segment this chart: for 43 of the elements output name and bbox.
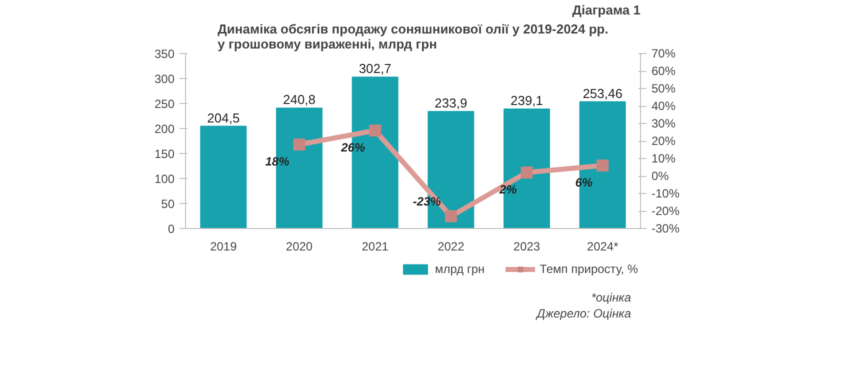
point xyxy=(293,138,306,150)
point xyxy=(369,124,382,136)
text: Діаграма 1 xyxy=(572,2,641,18)
y-tick-label: 250 xyxy=(154,97,175,111)
bar xyxy=(200,126,247,228)
y2-tick-label: 30% xyxy=(652,116,676,130)
data-label: 204,5 xyxy=(207,110,240,126)
text: Джерело: Оцінка xyxy=(534,306,632,320)
y2-tick-label: 50% xyxy=(652,82,676,96)
y2-tick-label: 70% xyxy=(652,46,676,60)
y-tick-label: 150 xyxy=(154,147,175,161)
y2-tick-label: -20% xyxy=(652,204,680,218)
y2-tick-label: 60% xyxy=(652,64,676,78)
y-tick-label: 300 xyxy=(154,72,175,86)
point xyxy=(596,160,609,172)
y-tick-label: 200 xyxy=(154,122,175,136)
point xyxy=(520,166,533,178)
legend-label: Темп приросту, % xyxy=(540,262,638,276)
text: *оцінка xyxy=(591,290,632,304)
x-tick-label: 2021 xyxy=(362,240,389,254)
x-tick-label: 2023 xyxy=(513,240,540,254)
x-tick-label: 2024* xyxy=(586,240,619,254)
data-label: 253,46 xyxy=(582,86,622,101)
y2-tick-label: -10% xyxy=(652,186,680,200)
legend-label: млрд грн xyxy=(435,262,485,276)
y2-tick-label: 40% xyxy=(652,99,676,113)
data-label: 302,7 xyxy=(358,61,392,76)
y-tick-label: 350 xyxy=(154,47,175,61)
y2-tick-label: 0% xyxy=(652,169,670,183)
y-tick-label: 100 xyxy=(154,172,175,186)
data-label: 233,9 xyxy=(434,96,468,111)
y2-tick-label: 20% xyxy=(652,134,676,148)
y-tick-label: 50 xyxy=(161,197,175,211)
chart-title: Динаміка обсягів продажу соняшникової олії у 2019-2024 рр. у грошовому вираженні, млрд грн xyxy=(218,22,608,52)
y2-tick-label: 10% xyxy=(652,152,676,166)
point xyxy=(444,210,457,222)
data-label: 240,8 xyxy=(282,92,316,108)
x-tick-label: 2020 xyxy=(286,240,313,254)
y-tick-label: 0 xyxy=(168,222,175,236)
y2-tick-label: -30% xyxy=(652,222,680,236)
x-tick-label: 2022 xyxy=(438,240,465,254)
x-tick-label: 2019 xyxy=(210,240,238,254)
data-label: 239,1 xyxy=(510,92,544,108)
